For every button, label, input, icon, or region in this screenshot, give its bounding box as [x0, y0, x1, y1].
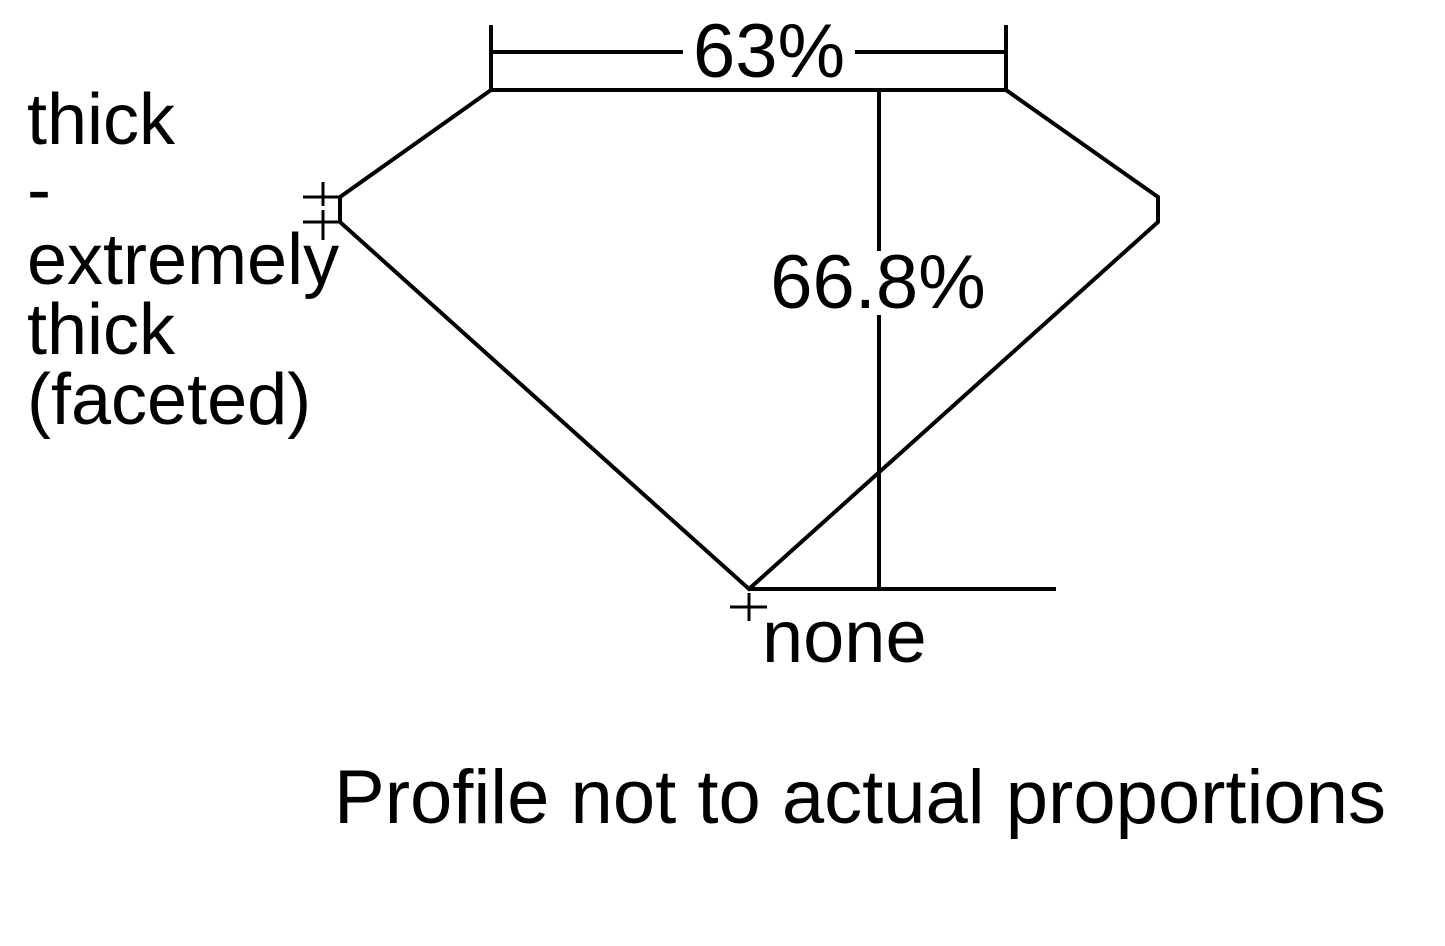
table-width-label: 63% — [682, 14, 856, 90]
diagram-caption: Profile not to actual proportions — [334, 755, 1386, 840]
girdle-thickness-label: thick - extremely thick (faceted) — [27, 80, 340, 440]
diamond-outline — [338, 88, 1160, 592]
girdle-bottom-tick-mark — [303, 210, 341, 240]
depth-label: 66.8% — [762, 245, 994, 321]
culet-label: none — [762, 595, 927, 678]
culet-tick-mark — [730, 593, 767, 621]
girdle-top-tick-mark — [303, 182, 341, 206]
